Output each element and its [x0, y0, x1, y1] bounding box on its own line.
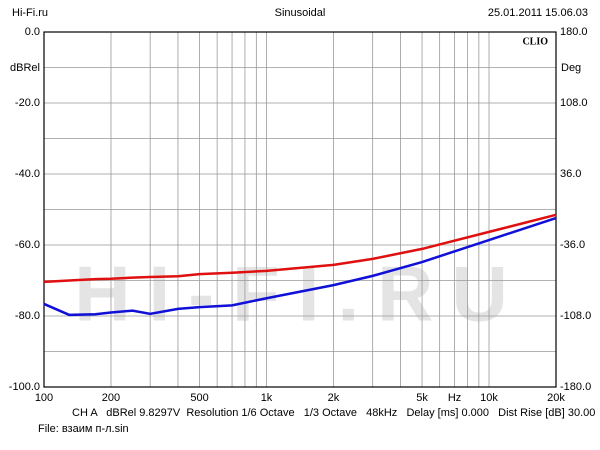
series-line [43, 213, 557, 284]
x-tick-label: 500 [190, 392, 208, 404]
y-tick-label: -40.0 [15, 168, 40, 180]
y-tick-label: -80.0 [15, 310, 40, 322]
x-tick-label: 5k [416, 392, 428, 404]
x-tick-label: 200 [102, 392, 120, 404]
chart-title: Sinusoidal [275, 7, 326, 19]
footer: CH A dBRel 9.8297V Resolution 1/6 Octave… [72, 407, 595, 419]
x-tick-label: 2k [328, 392, 340, 404]
y2-tick-label: 108.0 [560, 97, 588, 109]
y-tick-label: 0.0 [25, 26, 40, 38]
series-line [43, 216, 557, 317]
y2-tick-label: -108.0 [560, 310, 591, 322]
watermark: HI-FI.RU [74, 250, 526, 338]
x-tick-label: 100 [35, 392, 53, 404]
y2-label: Deg [561, 62, 581, 74]
brand: CLIO [522, 36, 548, 47]
y2-tick-label: -180.0 [560, 381, 591, 393]
header-right: 25.01.2011 15.06.03 [488, 7, 588, 19]
x-tick-label: Hz [448, 392, 461, 404]
file-name: File: взаим п-л.sin [38, 423, 129, 435]
y2-tick-label: 180.0 [560, 26, 588, 38]
header-left: Hi-Fi.ru [12, 7, 48, 19]
x-tick-label: 20k [547, 392, 565, 404]
x-tick-label: 10k [480, 392, 498, 404]
y-label: dBRel [10, 62, 40, 74]
y-tick-label: -100.0 [9, 381, 40, 393]
y-tick-label: -60.0 [15, 239, 40, 251]
y2-tick-label: 36.0 [560, 168, 581, 180]
plot-frame [43, 31, 557, 388]
y-tick-label: -20.0 [15, 97, 40, 109]
y2-tick-label: -36.0 [560, 239, 585, 251]
x-tick-label: 1k [261, 392, 273, 404]
